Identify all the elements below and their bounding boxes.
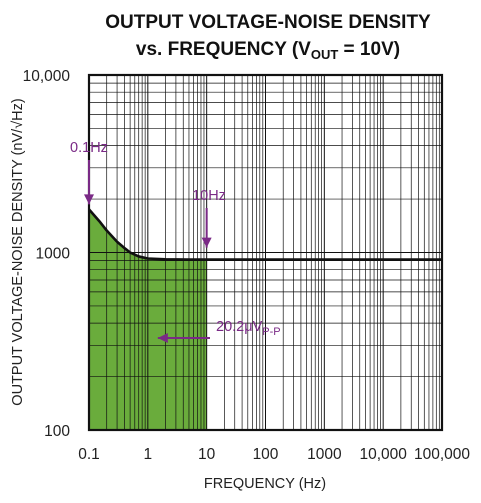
chart-title-line2: vs. FREQUENCY (VOUT = 10V) bbox=[136, 39, 400, 62]
plot-frame bbox=[87, 73, 444, 432]
x-tick-label: 100,000 bbox=[414, 446, 470, 463]
x-tick-label: 0.1 bbox=[78, 446, 100, 463]
noise-curve bbox=[88, 208, 442, 261]
grid bbox=[88, 75, 442, 431]
y-tick-label: 1000 bbox=[36, 246, 71, 263]
x-tick-label: 1000 bbox=[307, 446, 342, 463]
arrow-noise-head bbox=[157, 332, 168, 343]
chart-title-line1: OUTPUT VOLTAGE-NOISE DENSITY bbox=[105, 12, 431, 33]
chart-title-prefix: vs. FREQUENCY (V bbox=[136, 39, 311, 60]
annotation-noise-value: 20.2μV bbox=[216, 319, 263, 335]
annotations: 0.1Hz 10Hz 20.2μVP-P bbox=[70, 140, 281, 343]
x-tick-label: 10,000 bbox=[359, 446, 407, 463]
arrow-10hz-head bbox=[201, 237, 212, 248]
arrow-0.1hz-head bbox=[84, 194, 94, 205]
annotation-10hz: 10Hz bbox=[192, 188, 226, 204]
y-axis-label: OUTPUT VOLTAGE-NOISE DENSITY (nV/√Hz) bbox=[10, 98, 26, 405]
y-tick-label: 10,000 bbox=[23, 68, 71, 85]
annotation-peak-to-peak-noise: 20.2μVP-P bbox=[216, 319, 281, 338]
plot-border bbox=[87, 73, 444, 432]
chart-title-suffix: = 10V) bbox=[338, 39, 400, 60]
x-tick-label: 1 bbox=[144, 446, 153, 463]
x-tick-label: 10 bbox=[198, 446, 216, 463]
x-axis-label: FREQUENCY (Hz) bbox=[204, 476, 326, 492]
annotation-0.1hz: 0.1Hz bbox=[70, 140, 108, 156]
chart-title-subscript: OUT bbox=[311, 47, 339, 62]
x-tick-label: 100 bbox=[253, 446, 279, 463]
tick-labels: 0.1 1 10 100 1000 10,000 100,000 100 1000 10,000 bbox=[23, 68, 471, 463]
y-tick-label: 100 bbox=[44, 423, 70, 440]
series-line bbox=[88, 208, 442, 261]
annotation-noise-subscript: P-P bbox=[262, 326, 280, 338]
